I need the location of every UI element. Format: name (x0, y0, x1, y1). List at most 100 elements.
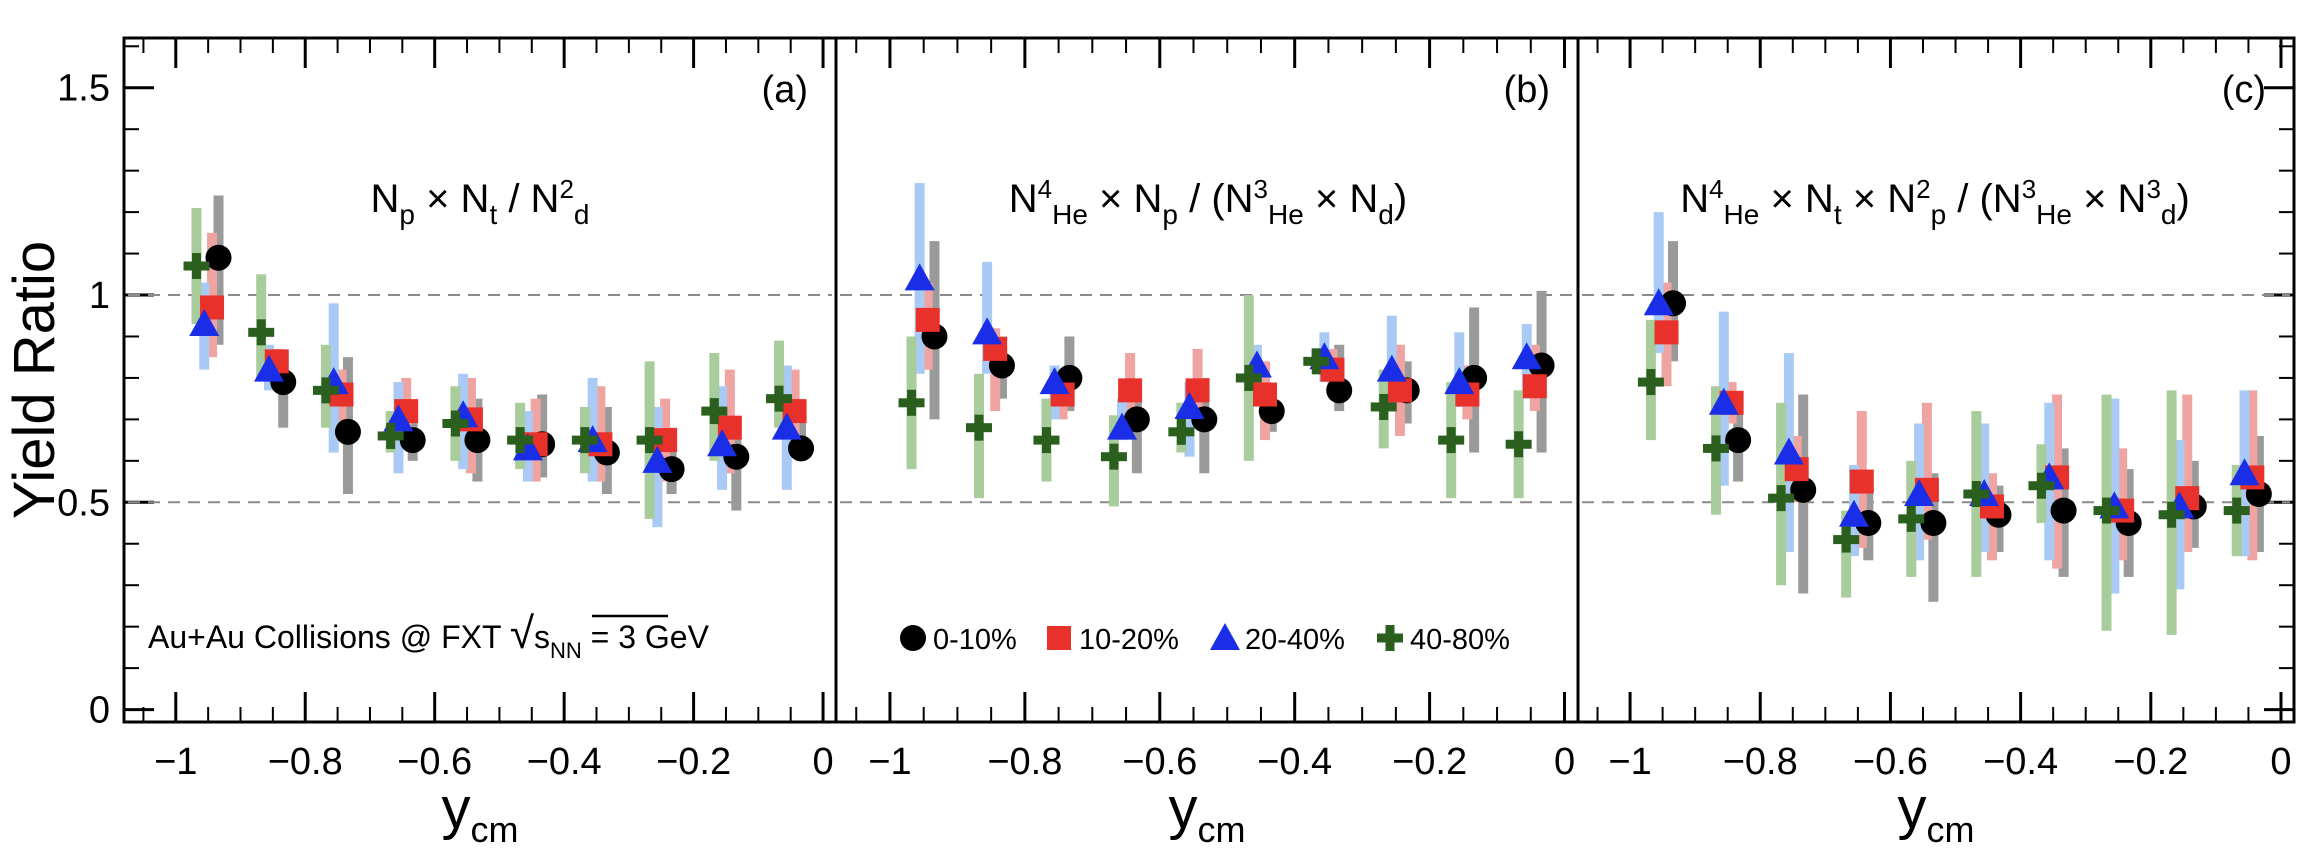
marker-square (1522, 374, 1547, 399)
marker-cross-v (1514, 431, 1524, 458)
marker-triangle (1511, 342, 1542, 370)
data-point-0-10% (399, 427, 426, 454)
data-point-40-80% (1833, 526, 1860, 553)
formula-segment: p (1162, 199, 1178, 230)
marker-square (1253, 382, 1278, 407)
formula-segment: ) (2176, 177, 2189, 221)
ratio-formula: N4He × Nt × N2p / (N3He × N3d) (1680, 174, 2190, 230)
data-point-20-40% (189, 309, 220, 337)
marker-square (1047, 626, 1071, 650)
marker-cross-v (191, 253, 201, 279)
x-axis-title: ycm (1898, 776, 1975, 850)
formula-segment: He (1052, 199, 1088, 230)
data-point-10-20% (1654, 320, 1679, 345)
marker-cross-v (974, 414, 984, 441)
marker-triangle (642, 445, 673, 473)
marker-cross-v (256, 319, 266, 346)
x-tick-label: −0.8 (268, 741, 343, 783)
marker-cross-v (580, 427, 590, 454)
marker-triangle (904, 263, 935, 291)
ratio-formula: N4He × Np / (N3He × Nd) (1009, 174, 1407, 230)
annotation-sqrt: √ (510, 609, 535, 658)
marker-cross-v (2232, 497, 2242, 524)
legend: 0-10% 10-20% 20-40% 40-80% (900, 623, 1510, 656)
marker-cross-v (774, 385, 784, 412)
formula-segment: 2 (1916, 174, 1930, 204)
formula-segment: / N (497, 177, 559, 221)
legend-entry-10-20%: 10-20% (1047, 624, 1179, 656)
systematic-error-bar (1841, 510, 1852, 598)
formula-segment: 3 (2146, 174, 2160, 204)
x-tick-label: 0 (1554, 741, 1575, 783)
formula-segment: N (1009, 177, 1038, 221)
marker-square (1654, 320, 1679, 345)
data-point-40-80% (183, 253, 210, 279)
data-point-40-80% (636, 427, 663, 454)
annotation-sub: NN (550, 638, 582, 663)
x-tick-label: −0.2 (2113, 741, 2188, 783)
marker-circle (1123, 406, 1150, 433)
formula-segment: / (N (1946, 177, 2022, 221)
marker-cross-v (1385, 625, 1395, 651)
marker-triangle (253, 354, 284, 382)
x-tick-label: −1 (154, 741, 197, 783)
data-point-40-80% (442, 410, 469, 437)
marker-cross-v (1311, 348, 1321, 375)
x-axis-title: ycm (442, 776, 519, 850)
marker-triangle (189, 309, 220, 337)
marker-cross-v (1711, 435, 1721, 462)
y-tick-label: 1.5 (57, 68, 110, 110)
x-tick-label: −0.8 (1723, 741, 1798, 783)
marker-circle (2050, 497, 2077, 524)
data-point-40-80% (1370, 393, 1397, 420)
ratio-formula: Np × Nt / N2d (370, 174, 589, 230)
marker-cross-v (709, 398, 719, 425)
marker-triangle (1210, 623, 1240, 650)
marker-triangle (972, 317, 1003, 345)
data-point-20-40% (1511, 342, 1542, 370)
formula-segment: N (1680, 177, 1709, 221)
x-axis-title-sub: cm (1927, 809, 1975, 850)
marker-cross-v (1041, 427, 1051, 454)
marker-circle (1326, 377, 1353, 404)
marker-circle (399, 427, 426, 454)
formula-segment: d (2161, 199, 2177, 230)
marker-cross-v (321, 377, 331, 404)
marker-triangle (771, 412, 802, 440)
data-point-0-10% (2050, 497, 2077, 524)
legend-label: 20-40% (1245, 624, 1345, 656)
marker-triangle (1773, 437, 1804, 465)
data-point-40-80% (1768, 485, 1795, 512)
marker-triangle (1444, 367, 1475, 395)
marker-square (1387, 378, 1412, 403)
data-point-10-20% (1253, 382, 1278, 407)
data-point-20-40% (1773, 437, 1804, 465)
data-point-20-40% (1039, 367, 1070, 395)
marker-triangle (1039, 367, 1070, 395)
marker-cross-v (1971, 481, 1981, 507)
marker-cross-v (1841, 526, 1851, 553)
marker-triangle (1174, 391, 1205, 419)
x-axis-title-main: y (1898, 776, 1927, 841)
data-point-40-80% (2158, 501, 2185, 528)
marker-cross-v (1776, 485, 1786, 512)
formula-segment: 3 (2022, 174, 2036, 204)
x-tick-label: −0.4 (1983, 741, 2058, 783)
x-tick-label: −1 (868, 741, 911, 783)
marker-cross-v (1176, 418, 1186, 445)
formula-segment: 3 (1254, 174, 1268, 204)
marker-triangle (1708, 387, 1739, 415)
data-point-20-40% (1708, 387, 1739, 415)
marker-cross-v (515, 427, 525, 454)
data-point-40-80% (1168, 418, 1195, 445)
systematic-error-bar (1928, 473, 1939, 602)
data-point-20-40% (1107, 412, 1138, 440)
data-point-40-80% (377, 422, 404, 449)
x-tick-label: −0.6 (397, 741, 472, 783)
marker-square (1849, 469, 1874, 494)
y-tick-label: 0.5 (57, 482, 110, 524)
x-tick-label: −0.8 (987, 741, 1062, 783)
data-point-0-10% (464, 427, 491, 454)
marker-cross-v (450, 410, 460, 437)
